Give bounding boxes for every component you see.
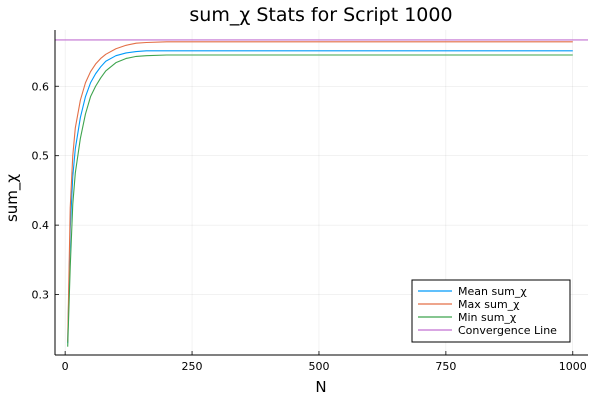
x-tick-label: 0 [62,360,69,373]
y-tick-label: 0.6 [32,80,50,93]
x-tick-label: 750 [435,360,456,373]
legend-item-label: Max sum_χ [458,298,520,311]
y-axis-label: sum_χ [3,174,22,222]
legend-item-label: Min sum_χ [458,311,517,324]
y-tick-label: 0.5 [32,150,50,163]
x-axis-label: N [315,378,326,396]
x-tick-label: 250 [182,360,203,373]
x-tick-label: 1000 [559,360,587,373]
y-tick-label: 0.4 [32,219,50,232]
x-tick-label: 500 [308,360,329,373]
y-tick-label: 0.3 [32,289,50,302]
legend-item-label: Convergence Line [458,324,557,337]
chart-title: sum_χ Stats for Script 1000 [189,4,452,26]
legend-item-label: Mean sum_χ [458,285,527,298]
